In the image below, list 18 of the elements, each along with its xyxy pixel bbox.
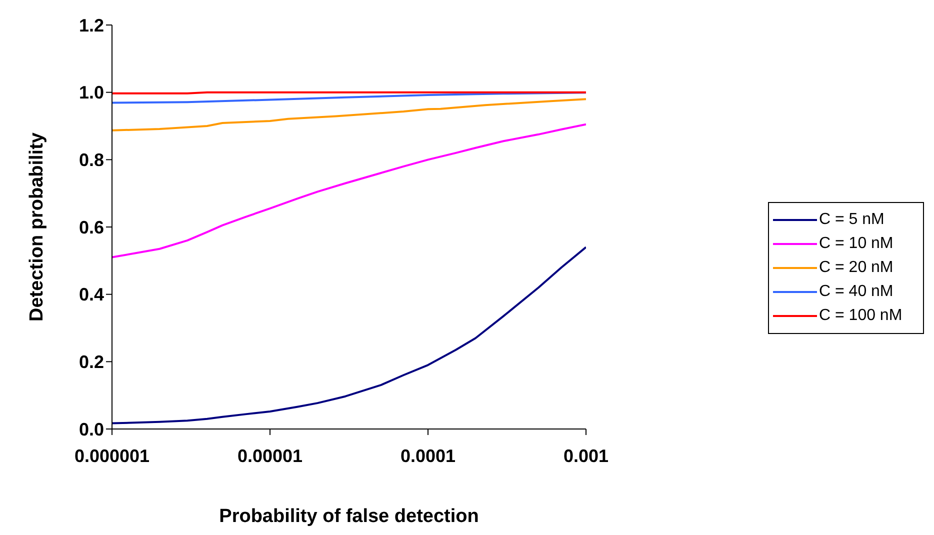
x-tick-label: 0.00001 [237, 446, 303, 466]
y-tick-label: 1.0 [78, 82, 104, 103]
y-tick-label: 0.4 [78, 284, 104, 305]
legend-label: C = 5 nM [819, 210, 884, 230]
y-tick-label: 1.2 [78, 15, 104, 36]
legend-label: C = 20 nM [819, 258, 894, 278]
x-tick-label: 0.0001 [400, 446, 456, 466]
x-axis-title: Probability of false detection [219, 506, 479, 527]
legend-label: C = 10 nM [819, 234, 894, 254]
y-axis-title: Detection probability [26, 132, 48, 322]
y-tick-label: 0.2 [78, 352, 104, 372]
y-tick-label: 0.8 [78, 150, 104, 170]
y-tick-label: 0.0 [78, 419, 104, 440]
legend-label: C = 100 nM [819, 306, 902, 326]
y-tick-label: 0.6 [78, 217, 104, 238]
legend-label: C = 40 nM [819, 282, 894, 302]
x-tick-label: 0.000001 [74, 446, 150, 466]
x-tick-label: 0.001 [563, 446, 609, 466]
